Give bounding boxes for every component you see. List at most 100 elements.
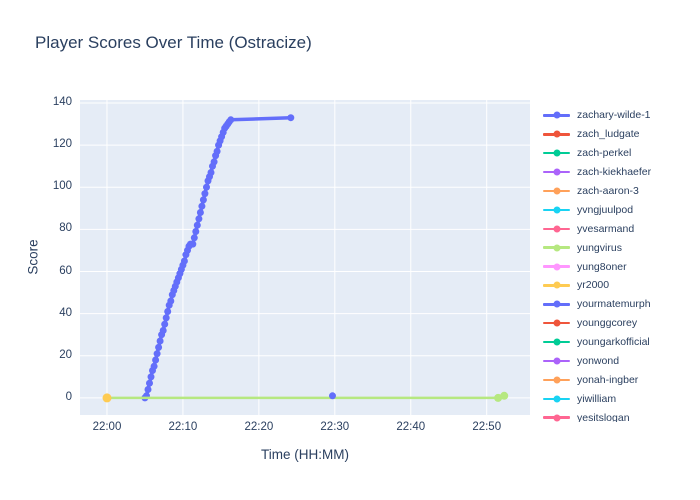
legend-label: youngarkofficial (577, 336, 650, 349)
legend-label: zach_ludgate (577, 128, 640, 141)
legend-marker-dot-icon (553, 395, 560, 403)
series-marker-yungvirus (494, 393, 503, 402)
x-axis-title: Time (HH:MM) (261, 447, 349, 462)
legend-marker-dot-icon (553, 244, 560, 252)
legend-label: zach-aaron-3 (577, 185, 639, 197)
legend-line-swatch (543, 376, 570, 384)
legend-marker-dot-icon (553, 338, 560, 346)
legend-item-zachary-wilde-1[interactable]: zachary-wilde-1 (543, 106, 698, 125)
legend-marker-dot-icon (553, 130, 560, 138)
y-axis-title: Score (25, 239, 41, 275)
series-marker-zachary-wilde-1 (152, 356, 160, 364)
series-marker-zachary-wilde-1 (207, 169, 215, 176)
legend-marker-dot-icon (553, 414, 560, 422)
legend-item-yr2000[interactable]: yr2000 (543, 276, 698, 295)
legend-item-yvngjuulpod[interactable]: yvngjuulpod (543, 200, 698, 219)
chart-title: Player Scores Over Time (Ostracize) (35, 33, 312, 52)
series-marker-yr2000 (102, 393, 112, 403)
legend-line-swatch (543, 168, 570, 176)
legend-item-zach-kiekhaefer[interactable]: zach-kiekhaefer (543, 163, 698, 182)
legend-item-yonwond[interactable]: yonwond (543, 352, 698, 371)
legend-item-youngarkofficial[interactable]: youngarkofficial (543, 333, 698, 352)
legend-label: yourmatemurph (577, 298, 651, 311)
series-marker-zachary-wilde-1 (144, 386, 152, 393)
legend-item-younggcorey[interactable]: younggcorey (543, 314, 698, 333)
legend-line-swatch (543, 130, 570, 138)
legend-marker-dot-icon (553, 300, 560, 308)
legend-marker-dot-icon (553, 319, 560, 327)
legend-item-yvesarmand[interactable]: yvesarmand (543, 219, 698, 238)
series-marker-zachary-wilde-1 (227, 116, 235, 124)
legend-line-swatch (543, 414, 570, 422)
legend-item-yourmatemurph[interactable]: yourmatemurph (543, 295, 698, 314)
legend-marker-dot-icon (553, 168, 560, 176)
legend-line-swatch (543, 149, 570, 157)
legend-label: zachary-wilde-1 (577, 109, 651, 122)
series-marker-zachary-wilde-1 (153, 350, 161, 358)
legend-label: younggcorey (577, 317, 638, 330)
series-marker-yourmatemurph (329, 392, 336, 400)
legend-label: yvngjuulpod (577, 203, 634, 216)
legend-item-yiwilliam[interactable]: yiwilliam (543, 389, 698, 408)
legend-marker-dot-icon (553, 187, 560, 195)
series-marker-zachary-wilde-1 (146, 379, 153, 387)
legend: zachary-wilde-1 zach_ludgate zach-perkel za… (543, 106, 698, 422)
series-marker-zachary-wilde-1 (164, 308, 172, 315)
legend-marker-dot-icon (553, 225, 560, 233)
legend-line-swatch (543, 206, 570, 214)
legend-label: yr2000 (577, 279, 610, 292)
legend-line-swatch (543, 225, 570, 233)
series-marker-zachary-wilde-1 (198, 202, 206, 210)
series-marker-yungvirus (500, 391, 509, 400)
legend-label: yesitslogan (577, 411, 630, 422)
legend-line-swatch (543, 395, 570, 403)
legend-line-swatch (543, 357, 570, 365)
legend-marker-dot-icon (553, 281, 560, 289)
legend-line-swatch (543, 111, 570, 119)
series-marker-zachary-wilde-1 (189, 240, 197, 248)
legend-label: yonwond (577, 355, 620, 368)
series-marker-zachary-wilde-1 (287, 114, 295, 122)
series-marker-zachary-wilde-1 (162, 314, 170, 322)
series-marker-zachary-wilde-1 (155, 343, 163, 351)
legend-marker-dot-icon (553, 263, 560, 271)
series-marker-zachary-wilde-1 (193, 221, 201, 229)
legend-label: yvesarmand (577, 222, 635, 235)
legend-label: yung8oner (577, 260, 627, 273)
legend-line-swatch (543, 300, 570, 308)
series-marker-zachary-wilde-1 (180, 257, 188, 265)
series-marker-zachary-wilde-1 (190, 234, 198, 242)
legend-label: yiwilliam (577, 392, 617, 405)
legend-line-swatch (543, 263, 570, 271)
legend-item-zach-aaron-3[interactable]: zach-aaron-3 (543, 182, 698, 201)
series-marker-zachary-wilde-1 (167, 297, 175, 305)
legend-item-zach-perkel[interactable]: zach-perkel (543, 144, 698, 163)
legend-marker-dot-icon (553, 206, 560, 214)
series-marker-zachary-wilde-1 (161, 320, 169, 328)
legend-line-swatch (543, 187, 570, 195)
series-marker-zachary-wilde-1 (201, 190, 209, 198)
series-marker-zachary-wilde-1 (159, 327, 167, 334)
legend-marker-dot-icon (553, 357, 560, 365)
series-marker-zachary-wilde-1 (203, 183, 210, 191)
legend-item-yonah-ingber[interactable]: yonah-ingber (543, 370, 698, 389)
legend-label: yonah-ingber (577, 373, 639, 386)
legend-item-zach_ludgate[interactable]: zach_ludgate (543, 125, 698, 144)
series-marker-zachary-wilde-1 (147, 373, 155, 381)
legend-label: zach-kiekhaefer (577, 166, 652, 179)
series-marker-zachary-wilde-1 (195, 215, 203, 223)
legend-line-swatch (543, 319, 570, 327)
series-marker-zachary-wilde-1 (213, 147, 221, 155)
legend-marker-dot-icon (553, 376, 560, 384)
legend-marker-dot-icon (553, 111, 560, 119)
series-marker-zachary-wilde-1 (156, 337, 164, 345)
series-marker-zachary-wilde-1 (192, 228, 200, 235)
legend-item-yung8oner[interactable]: yung8oner (543, 257, 698, 276)
legend-item-yesitslogan[interactable]: yesitslogan (543, 408, 698, 422)
legend-label: yungvirus (577, 241, 622, 254)
legend-line-swatch (543, 281, 570, 289)
legend-item-yungvirus[interactable]: yungvirus (543, 238, 698, 257)
legend-line-swatch (543, 244, 570, 252)
